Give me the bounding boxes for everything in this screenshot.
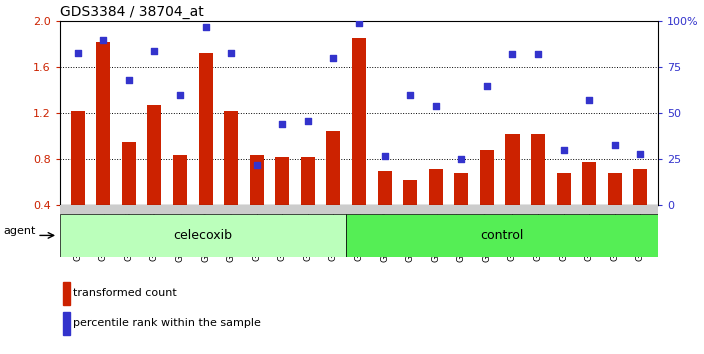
Bar xyxy=(96,42,111,205)
Point xyxy=(251,162,263,168)
Bar xyxy=(122,142,136,205)
Point xyxy=(455,156,467,162)
Bar xyxy=(224,111,238,205)
Bar xyxy=(275,157,289,205)
Point xyxy=(302,118,313,124)
Point xyxy=(430,103,441,109)
Bar xyxy=(403,180,417,205)
Bar xyxy=(63,282,70,305)
Point xyxy=(379,153,390,159)
Bar xyxy=(557,173,571,205)
Bar xyxy=(480,150,494,205)
Text: percentile rank within the sample: percentile rank within the sample xyxy=(73,318,261,328)
Point xyxy=(123,77,134,83)
Bar xyxy=(582,161,596,205)
Bar xyxy=(250,155,264,205)
Point xyxy=(225,50,237,55)
Text: agent: agent xyxy=(3,226,35,236)
Bar xyxy=(147,105,161,205)
Point xyxy=(532,52,543,57)
Point xyxy=(405,92,416,98)
Bar xyxy=(63,313,70,335)
Bar xyxy=(454,173,468,205)
Text: celecoxib: celecoxib xyxy=(173,229,232,242)
Point xyxy=(482,83,493,88)
Point xyxy=(149,48,160,53)
Bar xyxy=(634,169,648,205)
Point xyxy=(277,121,288,127)
Text: GDS3384 / 38704_at: GDS3384 / 38704_at xyxy=(60,5,203,19)
Bar xyxy=(346,214,658,257)
Text: transformed count: transformed count xyxy=(73,288,177,298)
Bar xyxy=(70,111,84,205)
Bar xyxy=(608,173,622,205)
Bar xyxy=(60,214,346,257)
Bar xyxy=(173,155,187,205)
Point xyxy=(328,55,339,61)
Point xyxy=(635,151,646,156)
Bar xyxy=(377,171,391,205)
Point xyxy=(507,52,518,57)
Point xyxy=(175,92,186,98)
Point xyxy=(609,142,620,147)
Bar xyxy=(505,134,520,205)
Bar xyxy=(352,39,366,205)
Point xyxy=(353,20,365,26)
Point xyxy=(98,37,109,42)
Point xyxy=(200,24,211,30)
Point xyxy=(558,147,570,153)
Bar xyxy=(429,169,443,205)
Text: control: control xyxy=(480,229,524,242)
Bar xyxy=(301,157,315,205)
Bar xyxy=(327,131,341,205)
Point xyxy=(72,50,83,55)
Bar xyxy=(199,53,213,205)
Point xyxy=(584,98,595,103)
Bar xyxy=(531,134,545,205)
